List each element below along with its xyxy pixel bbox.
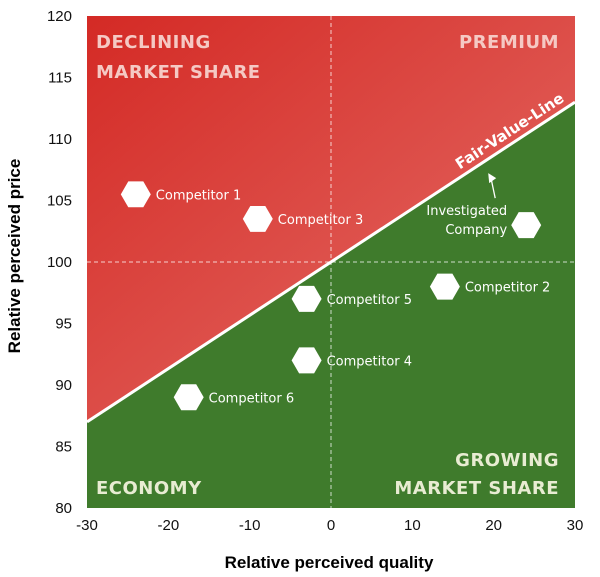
quadrant-label-line: GROWING: [455, 450, 559, 471]
x-tick-label: 0: [327, 517, 335, 534]
data-point: Competitor 6: [173, 384, 294, 411]
x-tick-label: -30: [76, 517, 98, 534]
y-axis-ticks: 80 85 90 95 100 105 110 115 120: [47, 8, 72, 517]
quadrant-declining-market-share: DECLINING MARKET SHARE: [96, 32, 261, 83]
y-tick-label: 90: [55, 377, 72, 394]
data-point-marker: [429, 273, 460, 300]
y-tick-label: 110: [48, 131, 72, 148]
data-points: Competitor 1 Competitor 3 Investigated Comp…: [120, 181, 550, 411]
data-point-marker: [291, 347, 322, 374]
data-point: Competitor 2: [429, 273, 550, 300]
x-tick-label: -10: [239, 517, 261, 534]
y-tick-label: 115: [48, 70, 72, 87]
data-point-label: Competitor 3: [278, 213, 363, 228]
x-tick-label: 10: [404, 517, 421, 534]
y-tick-label: 85: [55, 439, 72, 456]
data-point-label: Company: [445, 223, 507, 238]
fair-value-line: [86, 100, 576, 424]
y-axis-title: Relative perceived price: [5, 159, 24, 354]
quadrant-label-line: PREMIUM: [459, 32, 559, 53]
data-point-label: Competitor 4: [327, 354, 412, 369]
quadrant-economy: ECONOMY: [96, 478, 202, 499]
investigated-company-arrow: [490, 178, 496, 199]
y-tick-label: 80: [55, 500, 72, 517]
investigated-company-arrowhead: [488, 173, 497, 184]
y-tick-label: 120: [47, 8, 72, 25]
quadrant-label-line: MARKET SHARE: [394, 478, 559, 499]
data-point-marker: [242, 206, 273, 232]
data-point-marker: [173, 384, 204, 411]
x-tick-label: 30: [567, 517, 584, 534]
x-tick-label: 20: [485, 517, 502, 534]
data-point-marker: [120, 181, 151, 208]
quadrant-label-line: MARKET SHARE: [96, 62, 261, 83]
data-point-label: Competitor 6: [209, 391, 294, 406]
data-point: Investigated Company: [426, 204, 542, 239]
x-axis-ticks: -30 -20 -10 0 10 20 30: [76, 517, 583, 534]
above-fair-value-region: [87, 16, 575, 422]
quadrant-label-line: DECLINING: [96, 32, 211, 53]
data-point: Competitor 1: [120, 181, 241, 208]
quadrant-growing-market-share: GROWING MARKET SHARE: [394, 450, 559, 499]
data-point: Competitor 5: [291, 285, 412, 312]
data-point-marker: [511, 212, 542, 239]
data-point-label: Competitor 1: [156, 188, 241, 203]
data-point-label: Investigated: [426, 204, 507, 219]
y-tick-label: 105: [47, 193, 72, 210]
y-tick-label: 95: [55, 316, 72, 333]
data-point: Competitor 3: [242, 206, 363, 232]
data-point-label: Competitor 5: [327, 293, 412, 308]
data-point-marker: [291, 285, 322, 312]
data-point: Competitor 4: [291, 347, 412, 374]
x-tick-label: -20: [157, 517, 179, 534]
y-tick-label: 100: [47, 254, 72, 271]
quadrant-premium: PREMIUM: [459, 32, 559, 53]
data-point-label: Competitor 2: [465, 281, 550, 296]
x-axis-title: Relative perceived quality: [225, 553, 434, 572]
quadrant-label-line: ECONOMY: [96, 478, 202, 499]
